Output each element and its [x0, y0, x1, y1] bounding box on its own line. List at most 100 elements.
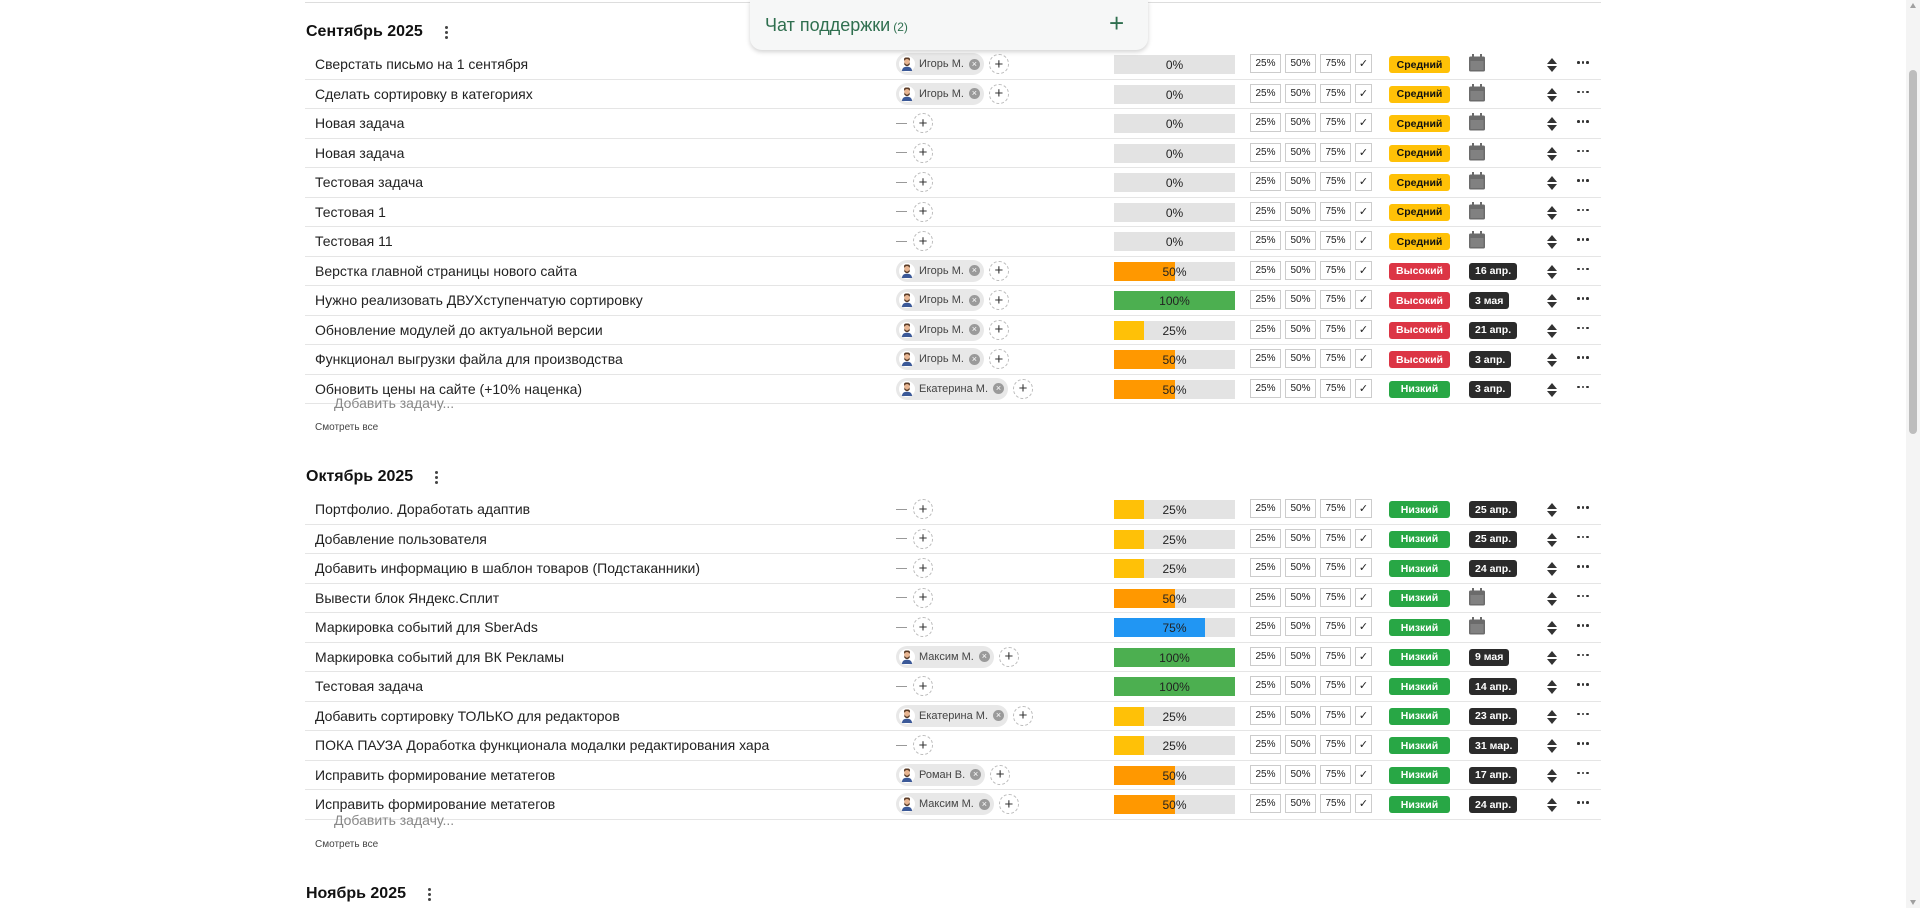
complete-button[interactable]: ✓ [1355, 646, 1372, 666]
sort-icon[interactable] [1547, 264, 1557, 279]
priority-badge[interactable]: Средний [1389, 85, 1450, 103]
progress-50-button[interactable]: 50% [1285, 349, 1316, 368]
add-assignee-button[interactable]: + [998, 794, 1019, 814]
due-date-badge[interactable]: 3 мая [1469, 292, 1510, 309]
sort-icon[interactable] [1547, 591, 1557, 606]
more-options-icon[interactable] [1577, 179, 1589, 182]
due-date-badge[interactable]: 14 апр. [1469, 678, 1518, 695]
progress-75-button[interactable]: 75% [1320, 499, 1351, 518]
progress-75-button[interactable]: 75% [1320, 558, 1351, 577]
remove-assignee-icon[interactable]: × [968, 88, 980, 99]
remove-assignee-icon[interactable]: × [993, 383, 1005, 394]
add-assignee-button[interactable]: + [988, 54, 1009, 74]
remove-assignee-icon[interactable]: × [968, 353, 980, 365]
kebab-menu-icon[interactable] [444, 25, 448, 39]
progress-75-button[interactable]: 75% [1320, 349, 1351, 368]
sort-icon[interactable] [1547, 709, 1557, 724]
more-options-icon[interactable] [1577, 120, 1589, 123]
progress-25-button[interactable]: 25% [1250, 378, 1281, 398]
sort-icon[interactable] [1547, 798, 1557, 812]
sort-icon[interactable] [1547, 739, 1557, 753]
calendar-icon[interactable] [1469, 231, 1485, 249]
task-title[interactable]: Исправить формирование метатегов [315, 766, 556, 783]
more-options-icon[interactable] [1577, 801, 1589, 804]
plus-icon[interactable]: + [1109, 8, 1125, 38]
sort-icon[interactable] [1547, 680, 1557, 694]
add-assignee-button[interactable]: + [913, 558, 933, 578]
add-assignee-button[interactable]: + [913, 201, 933, 222]
progress-50-button[interactable]: 50% [1285, 54, 1316, 73]
complete-button[interactable]: ✓ [1355, 499, 1372, 518]
progress-25-button[interactable]: 25% [1250, 676, 1281, 695]
task-title[interactable]: Портфолио. Доработать адаптив [315, 501, 531, 517]
remove-assignee-icon[interactable]: × [993, 710, 1005, 721]
progress-50-button[interactable]: 50% [1285, 499, 1316, 518]
assignee-chip[interactable]: Максим М. × [896, 793, 994, 815]
priority-badge[interactable]: Низкий [1389, 530, 1450, 548]
progress-75-button[interactable]: 75% [1320, 231, 1351, 250]
progress-75-button[interactable]: 75% [1320, 705, 1351, 725]
task-title[interactable]: Сверстать письмо на 1 сентября [315, 56, 529, 72]
progress-75-button[interactable]: 75% [1320, 172, 1351, 191]
see-all-link[interactable]: Смотреть все [315, 422, 379, 433]
add-assignee-button[interactable]: + [998, 646, 1019, 667]
complete-button[interactable]: ✓ [1355, 260, 1372, 280]
complete-button[interactable]: ✓ [1355, 319, 1372, 339]
progress-25-button[interactable]: 25% [1250, 349, 1281, 368]
add-assignee-button[interactable]: + [988, 260, 1009, 281]
assignee-chip[interactable]: Максим М. × [896, 645, 994, 668]
progress-75-button[interactable]: 75% [1320, 319, 1351, 339]
assignee-chip[interactable]: Екатерина М. × [896, 704, 1009, 727]
complete-button[interactable]: ✓ [1355, 705, 1372, 725]
complete-button[interactable]: ✓ [1355, 113, 1372, 132]
calendar-icon[interactable] [1469, 83, 1485, 102]
progress-75-button[interactable]: 75% [1320, 617, 1351, 636]
priority-badge[interactable]: Низкий [1389, 766, 1450, 784]
task-title[interactable]: Маркировка событий для ВК Рекламы [315, 648, 565, 665]
due-date-badge[interactable]: 16 апр. [1469, 262, 1518, 280]
calendar-icon[interactable] [1469, 54, 1485, 72]
complete-button[interactable]: ✓ [1355, 587, 1372, 607]
more-options-icon[interactable] [1577, 238, 1589, 241]
progress-50-button[interactable]: 50% [1285, 319, 1316, 339]
priority-badge[interactable]: Низкий [1389, 560, 1450, 577]
more-options-icon[interactable] [1577, 90, 1589, 94]
progress-50-button[interactable]: 50% [1285, 142, 1316, 162]
sort-icon[interactable] [1547, 768, 1557, 783]
due-date-badge[interactable]: 17 апр. [1469, 766, 1518, 784]
sort-icon[interactable] [1547, 621, 1557, 635]
assignee-chip[interactable]: Игорь М. × [896, 348, 984, 370]
progress-25-button[interactable]: 25% [1250, 142, 1281, 162]
support-chat-title[interactable]: Чат поддержки (2) [765, 15, 908, 35]
progress-75-button[interactable]: 75% [1320, 528, 1351, 548]
complete-button[interactable]: ✓ [1355, 54, 1372, 73]
assignee-chip[interactable]: Екатерина М. × [896, 377, 1009, 400]
progress-50-button[interactable]: 50% [1285, 83, 1316, 103]
add-assignee-button[interactable]: + [1013, 378, 1034, 399]
add-assignee-button[interactable]: + [990, 764, 1011, 785]
more-options-icon[interactable] [1577, 61, 1589, 64]
sort-icon[interactable] [1547, 353, 1557, 367]
more-options-icon[interactable] [1577, 653, 1589, 657]
due-date-badge[interactable]: 3 апр. [1469, 351, 1512, 368]
progress-50-button[interactable]: 50% [1285, 378, 1316, 398]
sort-icon[interactable] [1547, 117, 1557, 131]
more-options-icon[interactable] [1577, 683, 1589, 686]
more-options-icon[interactable] [1577, 356, 1589, 359]
add-assignee-button[interactable]: + [913, 231, 933, 251]
progress-25-button[interactable]: 25% [1250, 319, 1281, 339]
progress-75-button[interactable]: 75% [1320, 260, 1351, 280]
complete-button[interactable]: ✓ [1355, 172, 1372, 191]
progress-50-button[interactable]: 50% [1285, 646, 1316, 666]
add-assignee-button[interactable]: + [913, 528, 933, 549]
complete-button[interactable]: ✓ [1355, 142, 1372, 162]
progress-25-button[interactable]: 25% [1250, 794, 1281, 813]
complete-button[interactable]: ✓ [1355, 794, 1372, 813]
priority-badge[interactable]: Низкий [1389, 796, 1450, 813]
assignee-chip[interactable]: Игорь М. × [896, 82, 984, 105]
more-options-icon[interactable] [1577, 565, 1589, 568]
more-options-icon[interactable] [1577, 594, 1589, 598]
more-options-icon[interactable] [1577, 535, 1589, 539]
assignee-chip[interactable]: Роман В. × [896, 763, 986, 786]
remove-assignee-icon[interactable]: × [970, 769, 982, 780]
